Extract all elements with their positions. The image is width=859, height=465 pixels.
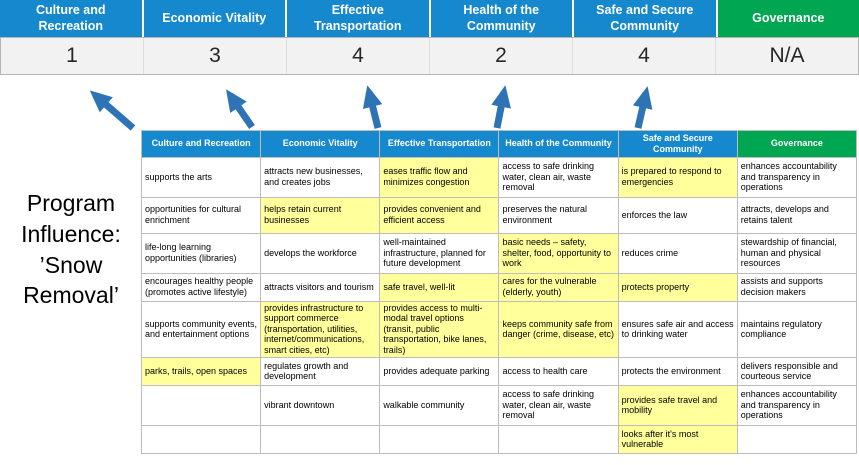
matrix-cell: enhances accountability and transparency… xyxy=(736,384,858,426)
matrix-cell: delivers responsible and courteous servi… xyxy=(736,356,858,386)
matrix-column-header: Economic Vitality xyxy=(260,130,381,158)
category-header: Effective Transportation xyxy=(287,0,429,37)
category-score: 1 xyxy=(66,44,78,67)
category-score: 4 xyxy=(286,38,429,74)
matrix-row: looks after it's most vulnerable xyxy=(140,424,858,454)
matrix-cell xyxy=(260,424,381,454)
matrix-cell: parks, trails, open spaces xyxy=(140,356,262,386)
category-header: Safe and Secure Community xyxy=(574,0,716,37)
matrix-cell: encourages healthy people (promotes acti… xyxy=(140,272,262,302)
matrix-column-header: Effective Transportation xyxy=(379,130,500,158)
matrix-cell: is prepared to respond to emergencies xyxy=(617,156,738,198)
matrix-cell: provides adequate parking xyxy=(379,356,500,386)
matrix-row: supports community events, and entertain… xyxy=(140,300,858,358)
matrix-row: life-long learning opportunities (librar… xyxy=(140,232,858,274)
influence-arrow xyxy=(226,89,255,129)
matrix-cell: enforces the law xyxy=(617,196,738,234)
matrix-cell: keeps community safe from danger (crime,… xyxy=(498,300,619,358)
score-row: 1 3 4 2 4 N/A xyxy=(0,37,859,75)
matrix-row: vibrant downtown walkable community access… xyxy=(140,384,858,426)
matrix-cell: provides convenient and efficient access xyxy=(379,196,500,234)
matrix-cell xyxy=(379,424,500,454)
influence-arrow xyxy=(491,85,511,129)
matrix-cell: attracts visitors and tourism xyxy=(260,272,381,302)
matrix-cell: protects the environment xyxy=(617,356,738,386)
matrix-cell: supports community events, and entertain… xyxy=(140,300,262,358)
influence-arrow xyxy=(362,85,383,129)
matrix-cell: life-long learning opportunities (librar… xyxy=(140,232,262,274)
category-score: 2 xyxy=(429,38,572,74)
matrix-cell: stewardship of financial, human and phys… xyxy=(736,232,858,274)
matrix-cell: basic needs – safety, shelter, food, opp… xyxy=(498,232,619,274)
matrix-cell: ensures safe air and access to drinking … xyxy=(617,300,738,358)
matrix-cell xyxy=(140,384,262,426)
matrix-column-header: Culture and Recreation xyxy=(140,130,262,158)
matrix-cell: provides safe travel and mobility xyxy=(617,384,738,426)
matrix-cell: supports the arts xyxy=(140,156,262,198)
matrix-column-header: Governance xyxy=(736,130,858,158)
matrix-cell: attracts new businesses, and creates job… xyxy=(260,156,381,198)
matrix-cell: maintains regulatory compliance xyxy=(736,300,858,358)
matrix-cell: vibrant downtown xyxy=(260,384,381,426)
influence-arrow xyxy=(89,90,136,131)
matrix-body: supports the arts attracts new businesses… xyxy=(140,156,858,454)
matrix-cell: develops the workforce xyxy=(260,232,381,274)
matrix-cell: safe travel, well-lit xyxy=(379,272,500,302)
matrix-cell: cares for the vulnerable (elderly, youth… xyxy=(498,272,619,302)
program-title: Program Influence: ’Snow Removal’ xyxy=(21,190,121,309)
matrix-header-row: Culture and Recreation Economic Vitality E… xyxy=(140,130,858,158)
matrix-row: opportunities for cultural enrichment hel… xyxy=(140,196,858,234)
matrix-cell: provides infrastructure to support comme… xyxy=(260,300,381,358)
arrows-layer xyxy=(89,85,653,131)
matrix-cell xyxy=(498,424,619,454)
category-header: Economic Vitality xyxy=(143,0,285,37)
category-score: N/A xyxy=(715,38,858,74)
category-banner: Culture and Recreation Economic Vitality E… xyxy=(0,0,859,37)
matrix-cell: preserves the natural environment xyxy=(498,196,619,234)
matrix-cell: protects property xyxy=(617,272,738,302)
matrix-cell: opportunities for cultural enrichment xyxy=(140,196,262,234)
matrix-cell: reduces crime xyxy=(617,232,738,274)
matrix-cell: walkable community xyxy=(379,384,500,426)
matrix-cell: regulates growth and development xyxy=(260,356,381,386)
matrix-row: supports the arts attracts new businesses… xyxy=(140,156,858,198)
category-score: 3 xyxy=(143,38,286,74)
matrix-cell: well-maintained infrastructure, planned … xyxy=(379,232,500,274)
matrix-column-header: Health of the Community xyxy=(498,130,619,158)
matrix-cell: helps retain current businesses xyxy=(260,196,381,234)
matrix-cell: eases traffic flow and minimizes congest… xyxy=(379,156,500,198)
influence-matrix: Culture and Recreation Economic Vitality E… xyxy=(140,130,858,454)
matrix-cell: assists and supports decision makers xyxy=(736,272,858,302)
category-score: 4 xyxy=(572,38,715,74)
category-header: Culture and Recreation xyxy=(0,0,142,37)
category-header: Health of the Community xyxy=(430,0,572,37)
matrix-row: parks, trails, open spaces regulates grow… xyxy=(140,356,858,386)
matrix-column-header: Safe and Secure Community xyxy=(617,130,738,158)
matrix-cell: access to health care xyxy=(498,356,619,386)
matrix-row: encourages healthy people (promotes acti… xyxy=(140,272,858,302)
matrix-cell: looks after it's most vulnerable xyxy=(617,424,738,454)
matrix-cell: access to safe drinking water, clean air… xyxy=(498,384,619,426)
category-header: Governance xyxy=(717,0,859,37)
matrix-cell xyxy=(140,424,262,454)
matrix-cell: enhances accountability and transparency… xyxy=(736,156,858,198)
influence-arrow xyxy=(632,86,653,129)
matrix-cell: access to safe drinking water, clean air… xyxy=(498,156,619,198)
matrix-cell: attracts, develops and retains talent xyxy=(736,196,858,234)
matrix-cell xyxy=(736,424,858,454)
matrix-cell: provides access to multi-modal travel op… xyxy=(379,300,500,358)
